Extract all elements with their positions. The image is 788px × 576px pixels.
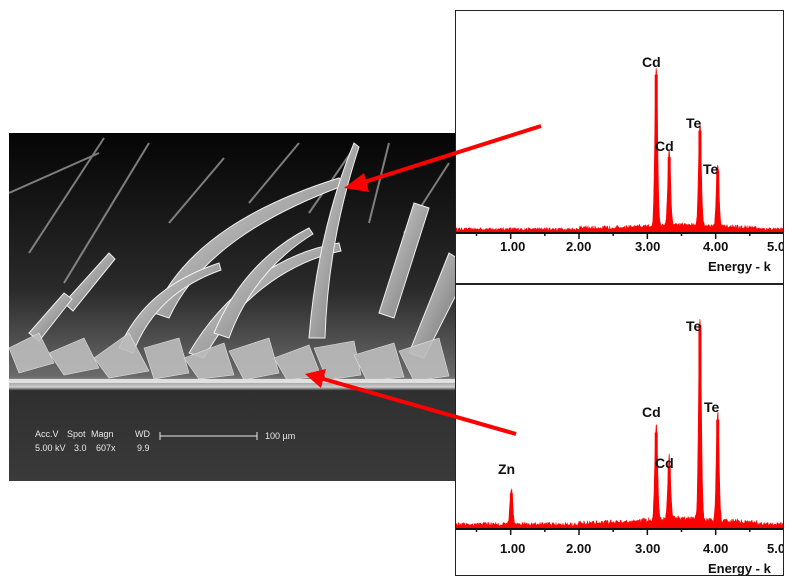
- x-tick-label-5: 5.00: [767, 239, 783, 254]
- spectrum-series: [456, 318, 783, 530]
- sem-value-spot: 3.0: [74, 443, 87, 453]
- x-axis-title: Energy - k: [708, 561, 771, 576]
- peak-label-te-2: Te: [703, 161, 719, 177]
- x-tick-label-2: 2.00: [566, 541, 592, 556]
- peak-label-cd-2: Cd: [655, 138, 674, 154]
- x-tick-label-1: 1.00: [500, 541, 526, 556]
- x-tick-label-4: 4.00: [703, 541, 729, 556]
- sem-micrograph: Acc.V Spot Magn WD 5.00 kV 3.0 607x 9.9 …: [9, 133, 457, 481]
- eds-spectrum-top: Cd Cd Te Te 1.00 2.00 3.00 4.00 5.00 Ene…: [455, 10, 784, 284]
- peak-label-cd-1: Cd: [642, 54, 661, 70]
- sem-header-accv: Acc.V: [35, 429, 59, 439]
- x-tick-label-1: 1.00: [500, 239, 526, 254]
- peak-label-te-1: Te: [686, 318, 702, 334]
- peak-label-zn: Zn: [498, 461, 516, 477]
- x-tick-label-4: 4.00: [703, 239, 729, 254]
- peak-label-te-1: Te: [686, 115, 702, 131]
- eds-spectrum-bottom-plot: [456, 318, 783, 535]
- sem-image: [9, 133, 457, 481]
- sem-value-accv: 5.00 kV: [35, 443, 66, 453]
- x-tick-label-2: 2.00: [566, 239, 592, 254]
- peak-label-cd-1: Cd: [642, 404, 661, 420]
- peak-label-cd-2: Cd: [655, 455, 674, 471]
- sem-header-spot: Spot: [67, 429, 86, 439]
- sem-value-wd: 9.9: [137, 443, 150, 453]
- sem-header-magn: Magn: [91, 429, 114, 439]
- sem-header-wd: WD: [135, 429, 150, 439]
- eds-spectrum-bottom: Zn Cd Cd Te Te 1.00 2.00 3.00 4.00 5.00 …: [455, 284, 784, 576]
- scale-bar-label: 100 µm: [265, 431, 296, 441]
- x-tick-label-3: 3.00: [635, 541, 661, 556]
- peak-label-te-2: Te: [704, 399, 720, 415]
- sem-value-magn: 607x: [96, 443, 116, 453]
- x-axis-title: Energy - k: [708, 259, 771, 274]
- x-tick-label-5: 5.00: [767, 541, 783, 556]
- scale-bar: [159, 432, 258, 440]
- spectrum-series: [456, 67, 783, 234]
- x-tick-label-3: 3.00: [635, 239, 661, 254]
- eds-spectrum-top-plot: [456, 67, 783, 239]
